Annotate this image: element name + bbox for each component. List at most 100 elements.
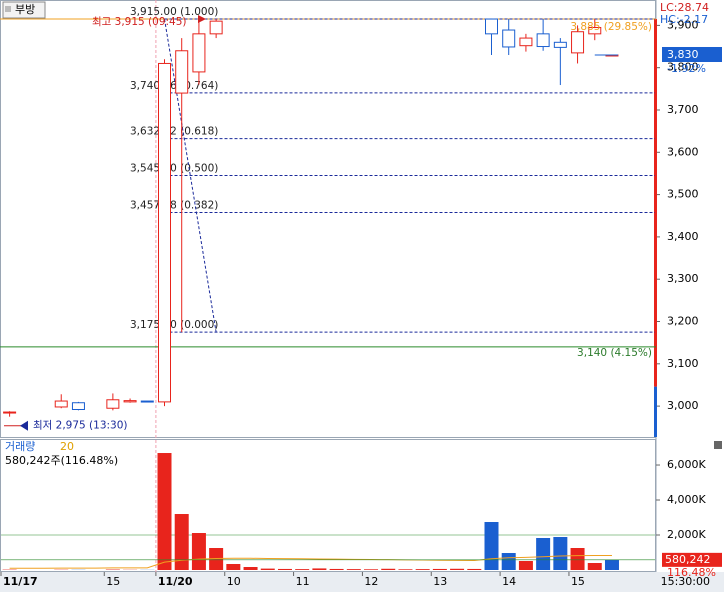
- candle-body: [3, 411, 17, 414]
- current-box: [662, 552, 722, 567]
- volume-bar: [484, 522, 499, 570]
- volume-bar: [467, 568, 482, 570]
- current-box: [662, 46, 722, 62]
- candle-body: [140, 400, 154, 403]
- candle-body: [536, 33, 550, 48]
- fib-label: 3,545.00 (0.500): [130, 163, 218, 175]
- candle-body: [54, 400, 68, 408]
- candle-body: [192, 33, 206, 73]
- low-arrow: [20, 420, 28, 431]
- y-tick-label: 3,200: [667, 315, 699, 328]
- fib-trend: [164, 18, 217, 333]
- current-change: 116.48%: [667, 566, 716, 579]
- volume-bar: [570, 548, 585, 570]
- y-tick-label: 3,100: [667, 357, 699, 370]
- volume-bar: [191, 533, 206, 570]
- volume-bar: [209, 548, 224, 570]
- volume-bar: [450, 568, 465, 570]
- current-change: -1.92%: [667, 62, 706, 75]
- fib-label: 3,632.32 (0.618): [130, 126, 218, 138]
- current-label: 3,830: [667, 48, 699, 61]
- x-tick-label: 12: [364, 575, 378, 588]
- ref-label: 3,140 (4.15%): [577, 347, 652, 359]
- y-tick-label: 3,800: [667, 61, 699, 74]
- x-tick-label: 15: [571, 575, 585, 588]
- y-tick-label: 3,400: [667, 230, 699, 243]
- ma-line: [9, 554, 612, 569]
- y-tick-label: 6,000K: [667, 458, 706, 471]
- fib-label: 3,457.68 (0.382): [130, 200, 218, 212]
- candle-body: [106, 399, 120, 409]
- volume-bar: [536, 537, 551, 570]
- candle-body: [158, 62, 171, 403]
- volume-title: 거래량: [5, 440, 35, 453]
- candle-body: [175, 50, 189, 94]
- volume-bar: [329, 568, 344, 570]
- y-tick-label: 3,300: [667, 272, 699, 285]
- range-bar-low: [654, 386, 657, 437]
- x-tick-label: 15: [106, 575, 120, 588]
- candle-body: [502, 29, 516, 48]
- volume-bar: [226, 563, 241, 570]
- candle-body: [209, 20, 223, 35]
- x-tick-label: 11/20: [158, 575, 193, 588]
- volume-bar: [312, 568, 327, 570]
- y-tick-label: 3,600: [667, 145, 699, 158]
- volume-bar: [587, 563, 602, 570]
- low-label: 최저 2,975 (13:30): [33, 420, 128, 432]
- symbol: 부방: [15, 3, 35, 16]
- last-time: 15:30:00: [661, 575, 710, 588]
- volume-bar: [346, 569, 361, 570]
- candle-body: [71, 402, 85, 411]
- close-box[interactable]: [714, 441, 722, 449]
- symbol-box: [2, 1, 46, 19]
- x-tick-label: 13: [433, 575, 447, 588]
- volume-bar: [604, 559, 619, 570]
- volume-bar: [501, 553, 516, 570]
- range-bar: [654, 19, 657, 387]
- last-label: 3,885 (29.85%): [570, 21, 652, 33]
- volume-bar: [398, 569, 413, 570]
- candle-body: [485, 18, 498, 35]
- volume-bar: [553, 537, 568, 570]
- ma-period: 20: [60, 440, 74, 453]
- x-axis-bar: [0, 572, 724, 592]
- y-tick-label: 2,000K: [667, 528, 706, 541]
- y-tick-label: 3,000: [667, 399, 699, 412]
- high-arrow: [198, 15, 206, 24]
- volume-bar: [243, 567, 258, 570]
- candle-body: [571, 31, 585, 54]
- y-tick-label: 3,900: [667, 18, 699, 31]
- x-tick-label: 10: [227, 575, 241, 588]
- fib-label: 3,175.00 (0.000): [130, 319, 218, 331]
- volume-bar: [381, 568, 396, 570]
- volume-bar: [364, 569, 379, 570]
- hc-label: HC:-2.17: [660, 13, 708, 26]
- volume-summary: 580,242주(116.48%): [5, 454, 118, 467]
- volume-bar: [157, 453, 172, 570]
- x-tick-label: 11: [296, 575, 310, 588]
- symbol-icon: [5, 6, 11, 12]
- candle-body: [519, 37, 533, 47]
- y-tick-label: 3,700: [667, 103, 699, 116]
- candle-body: [123, 400, 137, 403]
- y-tick-label: 3,500: [667, 188, 699, 201]
- volume-bar: [415, 569, 430, 570]
- volume-bar: [295, 569, 310, 570]
- candle-body: [553, 41, 567, 48]
- x-tick-label: 14: [502, 575, 516, 588]
- volume-bar: [432, 568, 447, 570]
- fib-label: 3,740.36 (0.764): [130, 80, 218, 92]
- volume-bar: [260, 568, 275, 570]
- volume-bar: [174, 514, 189, 570]
- candle-body: [588, 26, 602, 35]
- volume-bar: [277, 568, 292, 570]
- lc-label: LC:28.74: [660, 1, 709, 14]
- y-tick-label: 4,000K: [667, 493, 706, 506]
- high-label: 최고 3,915 (09:45): [92, 16, 187, 28]
- x-tick-label: 11/17: [3, 575, 38, 588]
- fib-label: 3,915.00 (1.000): [130, 6, 218, 18]
- volume-bar: [518, 561, 533, 570]
